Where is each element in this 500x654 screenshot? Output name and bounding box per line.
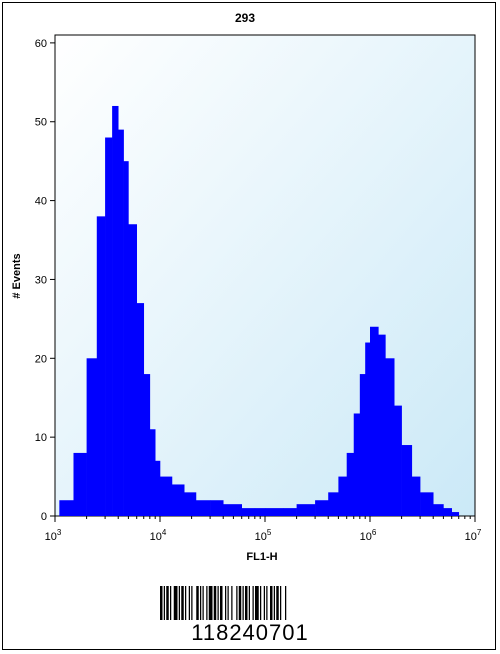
histogram-bar	[105, 137, 113, 517]
histogram-bar	[128, 224, 138, 516]
x-tick-label: 103	[45, 528, 62, 543]
histogram-bar	[394, 405, 402, 516]
histogram-bar	[112, 105, 119, 516]
y-tick-label: 20	[35, 353, 47, 365]
x-tick-label: 105	[255, 528, 272, 543]
barcode-bar	[252, 586, 254, 620]
barcode-bar	[225, 586, 227, 620]
barcode-bar	[188, 586, 190, 620]
histogram-bar	[171, 484, 185, 516]
barcode-bar	[185, 586, 187, 620]
y-tick-label: 50	[35, 117, 47, 129]
y-axis-label: # Events	[11, 253, 23, 298]
barcode-bar	[166, 586, 169, 620]
barcode-bar	[213, 586, 217, 620]
histogram-bar	[223, 504, 243, 516]
histogram-bar	[283, 508, 297, 516]
barcode-bar	[202, 586, 204, 620]
barcode-bar	[273, 586, 275, 620]
histogram-bar	[96, 216, 106, 516]
barcode-bar	[206, 586, 208, 620]
barcode-number: 118240701	[191, 620, 309, 645]
histogram-bar	[353, 413, 361, 516]
histogram-bar	[143, 374, 151, 516]
x-tick-label: 107	[465, 528, 482, 543]
histogram-bar	[420, 492, 434, 516]
histogram-bar	[155, 460, 161, 516]
barcode-bar	[260, 586, 262, 620]
y-tick-label: 60	[35, 38, 47, 50]
barcode-bar	[196, 586, 199, 620]
barcode-bar	[170, 586, 172, 620]
y-tick-label: 40	[35, 196, 47, 208]
barcode-bar	[238, 586, 242, 620]
x-tick-label: 104	[150, 528, 167, 543]
barcode-bar	[242, 586, 244, 620]
histogram-bar	[241, 508, 256, 516]
histogram-bar	[254, 508, 266, 516]
barcode-bar	[236, 586, 238, 620]
histogram-bars	[59, 105, 460, 517]
histogram-bar	[210, 500, 224, 516]
barcode-bar	[255, 586, 259, 620]
barcode-bar	[245, 586, 248, 620]
histogram-bar	[123, 161, 129, 516]
barcode-bar	[173, 586, 178, 620]
barcode-bar	[266, 586, 268, 620]
chart-title: 293	[235, 11, 255, 25]
histogram-bar	[451, 512, 460, 516]
barcode-bar	[263, 586, 265, 620]
histogram-bar	[338, 476, 348, 516]
x-axis: 103 104 105 106 107	[45, 516, 482, 543]
y-tick-label: 30	[35, 274, 47, 286]
histogram-bar	[59, 500, 74, 516]
barcode-bar	[200, 586, 202, 620]
histogram-bar	[136, 303, 145, 516]
histogram-bar	[149, 429, 156, 516]
barcode-bar	[163, 586, 165, 620]
histogram-bar	[195, 500, 211, 516]
histogram-bar	[359, 374, 366, 516]
barcode-bar	[217, 586, 219, 620]
histogram-bar	[433, 504, 444, 516]
histogram-bar	[184, 492, 197, 516]
barcode-bar	[181, 586, 184, 620]
barcode-bar	[285, 586, 287, 620]
histogram-bar	[328, 492, 339, 516]
barcode-bar	[208, 586, 213, 620]
barcode-bar	[160, 586, 163, 620]
figure-frame	[2, 2, 496, 650]
y-tick-label: 10	[35, 432, 47, 444]
barcode-bar	[276, 586, 279, 620]
x-tick-label: 106	[360, 528, 377, 543]
histogram-bar	[296, 504, 316, 516]
barcode-bar	[231, 586, 233, 620]
barcode-bar	[248, 586, 250, 620]
barcode	[160, 586, 340, 620]
histogram-bar	[365, 342, 371, 516]
histogram-bar	[160, 476, 173, 516]
barcode-bar	[220, 586, 223, 620]
histogram-bar	[265, 508, 284, 516]
histogram-bar	[370, 326, 379, 516]
barcode-bar	[191, 586, 193, 620]
barcode-bar	[227, 586, 229, 620]
barcode-bar	[178, 586, 180, 620]
y-axis: 0 10 20 30 40 50 60	[35, 38, 55, 523]
histogram-bar	[385, 358, 395, 516]
histogram-bar	[401, 445, 413, 516]
histogram-bar	[346, 452, 355, 516]
barcode-bar	[270, 586, 273, 620]
x-axis-label: FL1-H	[246, 551, 277, 563]
histogram-bar	[73, 452, 87, 516]
histogram-bar	[86, 358, 98, 516]
histogram-bar	[315, 500, 329, 516]
y-tick-label: 0	[41, 511, 47, 523]
histogram-bar	[378, 334, 386, 516]
histogram-bar	[118, 129, 124, 516]
histogram-bar	[443, 508, 453, 516]
histogram-bar	[411, 476, 421, 516]
barcode-bar	[280, 586, 282, 620]
